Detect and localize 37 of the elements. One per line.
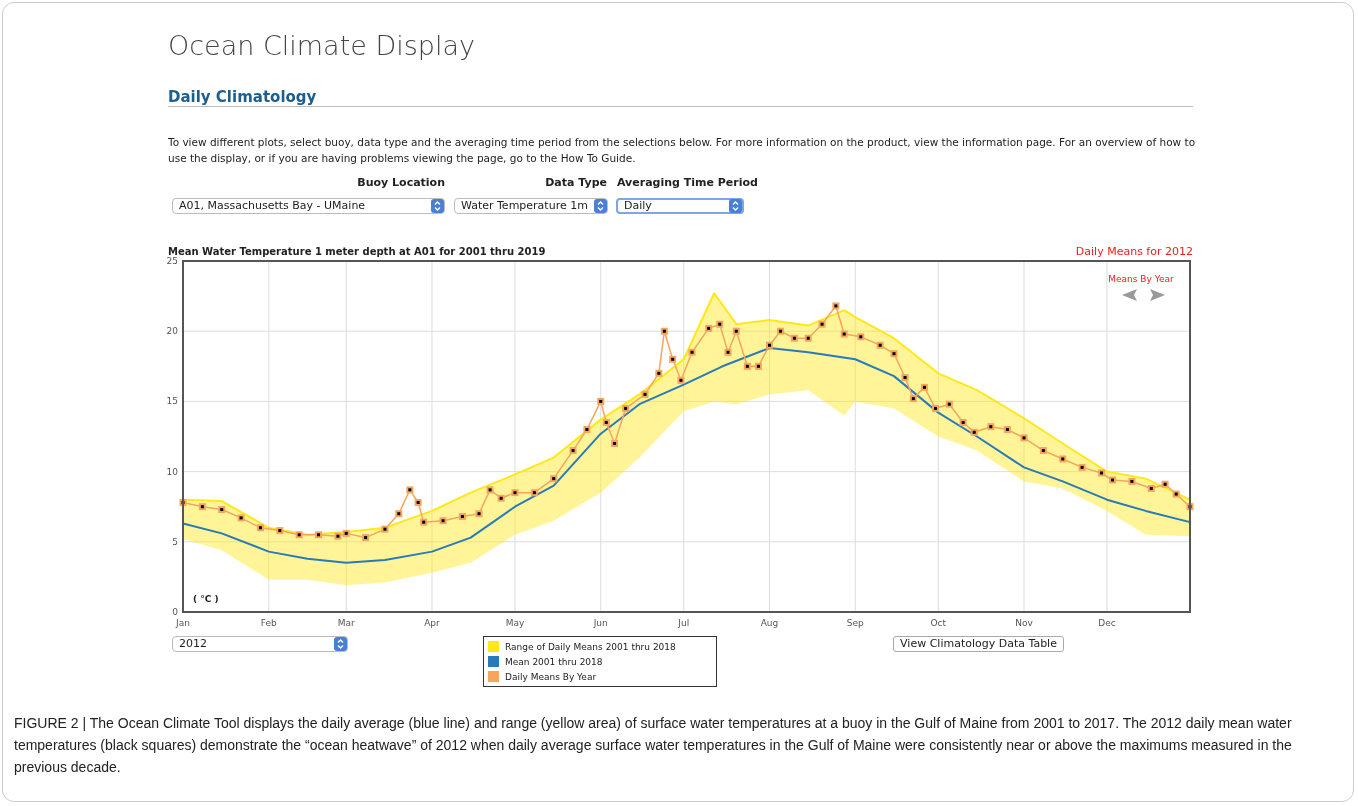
legend-label: Range of Daily Means 2001 thru 2018: [505, 641, 676, 652]
y-tick-label: 0: [172, 607, 179, 617]
x-tick-label: Mar: [337, 618, 356, 628]
y-tick-label: 20: [166, 326, 179, 337]
x-tick-label: Jun: [592, 618, 608, 628]
y-tick-label: 25: [166, 256, 178, 266]
text: Buoy Location: [356, 176, 445, 189]
x-tick-label: Nov: [1015, 618, 1034, 628]
text: Averaging Time Period: [617, 176, 758, 189]
chart-subtitle: Daily Means for 2012: [1075, 245, 1193, 258]
text: To view different plots, select buoy, data type and the averaging time period from the selections below. For more information on the product, view the information page. For an overview of how to use the display, or if you are having problems viewing the page, go to the How To Guide.: [168, 135, 1197, 166]
x-tick-label: Apr: [424, 618, 441, 628]
y-tick-label: 10: [166, 466, 179, 477]
dropdown-field: Water Temperature 1m: [454, 198, 608, 214]
text: Ocean Climate Display: [168, 30, 475, 61]
x-tick-label: Jan: [175, 618, 190, 628]
x-tick-label: Feb: [260, 618, 278, 628]
x-tick-label: Dec: [1098, 618, 1116, 628]
x-tick-label: May: [505, 618, 525, 628]
x-tick-label: Aug: [760, 618, 779, 628]
legend-label: Daily Means By Year: [505, 671, 597, 682]
text: Daily Climatology: [168, 88, 317, 106]
legend-label: Mean 2001 thru 2018: [505, 656, 603, 667]
text: Data Type: [544, 176, 607, 189]
dropdown-field: A01, Massachusetts Bay - UMaine: [172, 198, 445, 214]
x-tick-label: Sep: [846, 618, 865, 628]
y-tick-label: 5: [172, 536, 178, 547]
annotation: Means By Year: [1108, 274, 1175, 284]
chart-title: Mean Water Temperature 1 meter depth at A01 for 2001 thru 2019: [168, 246, 546, 257]
caption: FIGURE 2 | The Ocean Climate Tool displays the daily average (blue line) and range (yellow area) of surface water temperatures at a buoy in the Gulf of Maine from 2001 to 2017. The 2012 daily mean water temperatures (black squares) demonstrate the “ocean heatwave” of 2012 when daily average surface water temperatures in the Gulf of Maine were consistently near or above the maximums measured in the previous decade.: [14, 714, 1293, 777]
y-tick-label: 15: [166, 396, 178, 407]
x-tick-label: Oct: [930, 618, 947, 628]
y-axis-title: ( °C ): [193, 594, 219, 604]
button: View Climatology Data Table: [893, 636, 1064, 652]
dropdown-field: Daily: [616, 198, 744, 214]
dropdown-field: 2012: [172, 636, 348, 652]
x-tick-label: Jul: [677, 618, 690, 628]
